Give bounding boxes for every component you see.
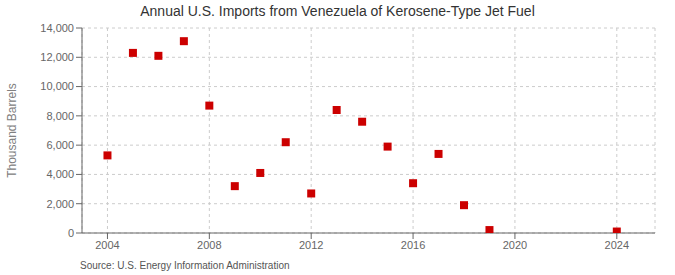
svg-text:10,000: 10,000 [40, 80, 74, 92]
svg-text:2008: 2008 [197, 239, 221, 251]
svg-text:2020: 2020 [503, 239, 527, 251]
svg-text:4,000: 4,000 [46, 168, 74, 180]
svg-text:6,000: 6,000 [46, 139, 74, 151]
svg-text:2012: 2012 [299, 239, 323, 251]
svg-text:14,000: 14,000 [40, 22, 74, 34]
html-text:Source: U.S. Energy Informatio: Source: U.S. Energy Information Administ… [80, 260, 290, 271]
svg-text:0: 0 [68, 227, 74, 239]
svg-text:2004: 2004 [95, 239, 119, 251]
svg-text:8,000: 8,000 [46, 110, 74, 122]
svg-text:2024: 2024 [605, 239, 629, 251]
svg-text:2,000: 2,000 [46, 198, 74, 210]
html-text:Annual U.S. Imports from Venez: Annual U.S. Imports from Venezuela of Ke… [140, 3, 535, 19]
svg-text:2016: 2016 [401, 239, 425, 251]
svg-text:Thousand Barrels: Thousand Barrels [8, 83, 19, 178]
svg-text:12,000: 12,000 [40, 51, 74, 63]
